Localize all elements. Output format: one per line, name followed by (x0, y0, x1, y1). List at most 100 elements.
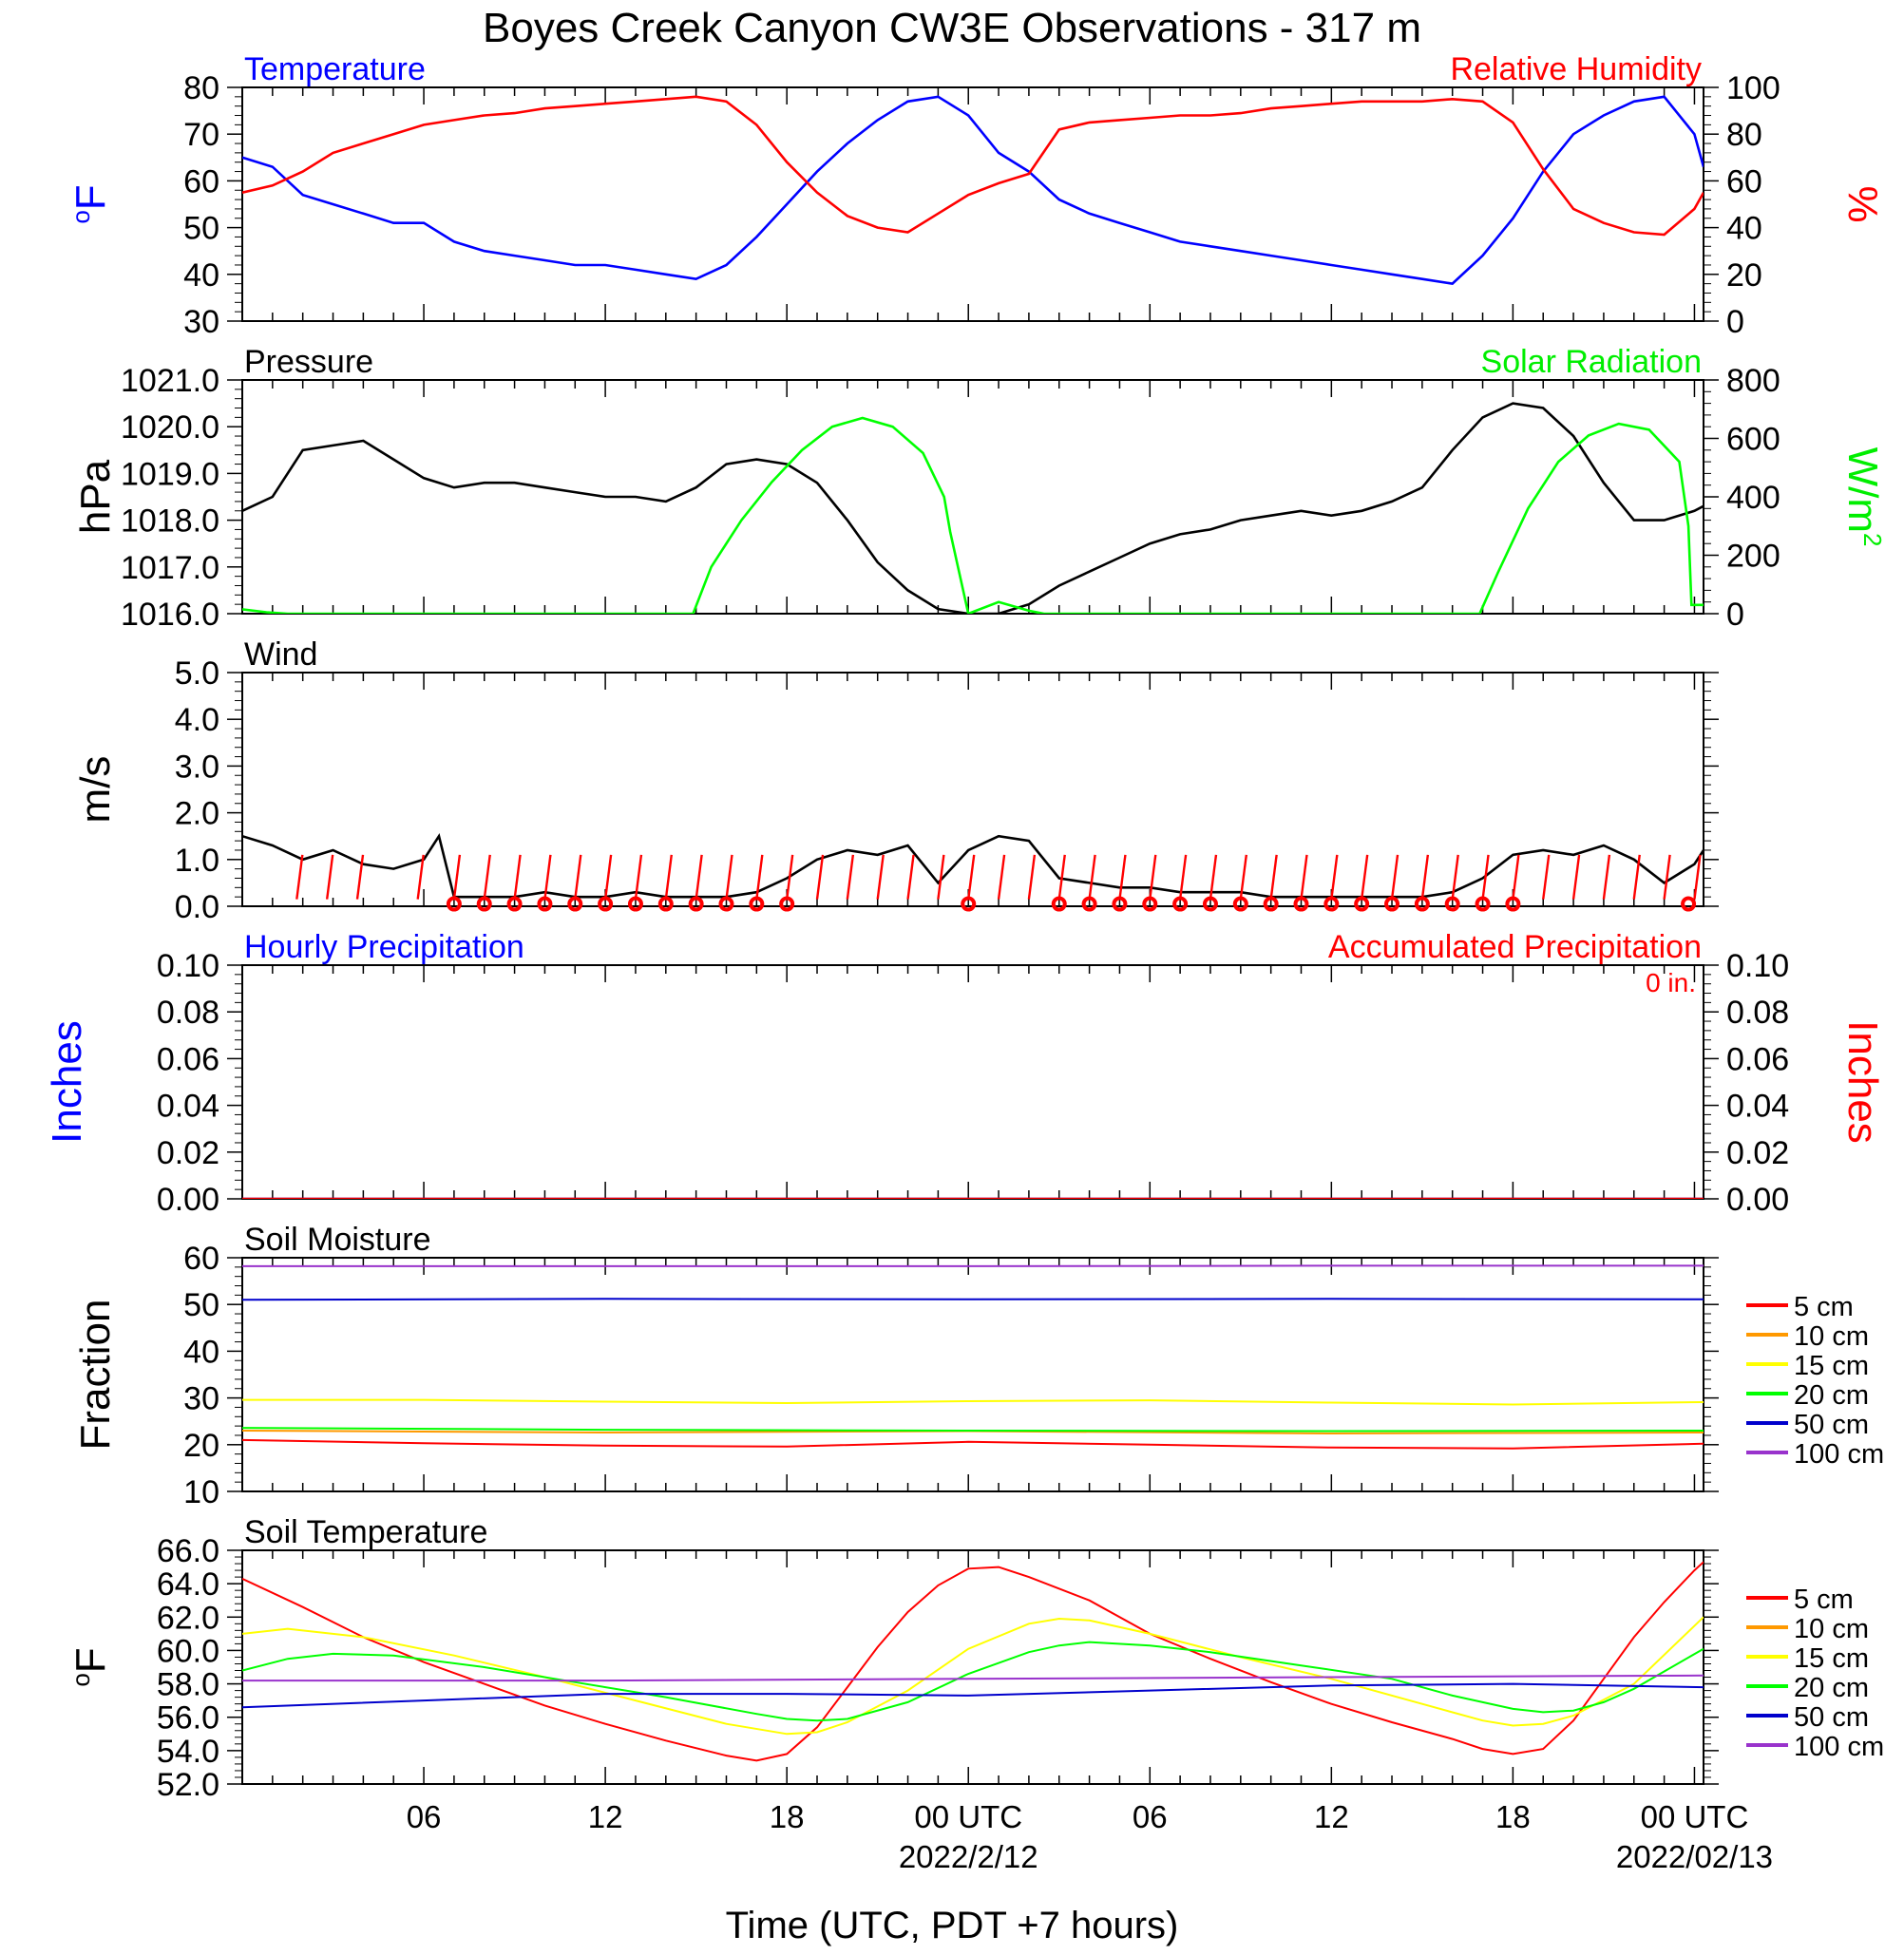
calm-wind-marker (1081, 896, 1097, 912)
y-tick-label: 50 (183, 211, 219, 247)
y-tick-label: 0.08 (157, 995, 219, 1031)
wind-barb (1360, 854, 1369, 900)
y-right-tick-label: 0.06 (1726, 1041, 1789, 1077)
y-tick-label: 1016.0 (121, 597, 219, 633)
wind-barb (1088, 854, 1096, 900)
y-tick-label: 56.0 (157, 1700, 219, 1737)
y-tick-label: 1.0 (175, 843, 219, 879)
unit: F (67, 184, 114, 210)
calm-wind-marker (1202, 896, 1218, 912)
series-20-cm (242, 1427, 1704, 1433)
wind-barb (906, 854, 915, 900)
y-tick-label: 10 (183, 1474, 219, 1510)
y-tick-label: 0.06 (157, 1041, 219, 1077)
plot-frame (241, 379, 1704, 615)
y-right-tick-label: 400 (1726, 480, 1780, 516)
y-axis-label: m/s (72, 756, 119, 824)
calm-wind-marker (718, 896, 734, 912)
panel-title-right: Relative Humidity (1450, 51, 1702, 87)
y-tick-label: 0.0 (175, 889, 219, 925)
series-50-cm (242, 1682, 1704, 1709)
legend-label: 10 cm (1794, 1614, 1869, 1644)
y-tick-label: 0.04 (157, 1089, 219, 1125)
x-tick-label: 12 (1314, 1799, 1349, 1834)
series-100-cm (242, 1264, 1704, 1267)
y-tick-label: 58.0 (157, 1667, 219, 1703)
calm-wind-marker (1505, 896, 1521, 912)
calm-wind-marker (1384, 896, 1400, 912)
legend-label: 15 cm (1794, 1351, 1869, 1381)
y-right-tick-label: 20 (1726, 257, 1762, 294)
wind-barb (1512, 854, 1520, 900)
series-temperature (242, 95, 1704, 285)
y-tick-label: 2.0 (175, 796, 219, 832)
wind-barb (1209, 854, 1218, 900)
y-right-tick-label: 60 (1726, 163, 1762, 199)
y-tick-label: 1019.0 (121, 456, 219, 492)
wind-barb (937, 854, 945, 900)
series-15-cm (242, 1398, 1704, 1406)
calm-wind-marker (1172, 896, 1189, 912)
x-axis-label: Time (UTC, PDT +7 hours) (726, 1905, 1179, 1946)
wind-barb (295, 854, 304, 900)
legend-label: 100 cm (1794, 1439, 1884, 1470)
y-tick-label: 64.0 (157, 1566, 219, 1603)
wind-barb (695, 854, 703, 900)
wind-barb (325, 854, 334, 900)
y-right-tick-label: 0.04 (1726, 1089, 1789, 1125)
wind-barb (1390, 854, 1399, 900)
y-right-axis-label: W/m2 (1839, 447, 1887, 547)
calm-wind-marker (688, 896, 704, 912)
calm-wind-marker (1323, 896, 1340, 912)
calm-wind-marker (1293, 896, 1309, 912)
wind-barb (355, 854, 365, 900)
degree-sup: o (67, 210, 95, 223)
y-axis-label: oF (67, 184, 114, 223)
wind-barb (483, 854, 491, 900)
y-tick-label: 60 (183, 1241, 219, 1277)
plot-frame (241, 1257, 1704, 1492)
series-pressure (242, 402, 1704, 614)
y-tick-label: 66.0 (157, 1533, 219, 1569)
y-tick-label: 1020.0 (121, 409, 219, 446)
wind-barb (513, 854, 522, 900)
y-axis-label: oF (67, 1647, 114, 1686)
y-tick-label: 50 (183, 1287, 219, 1323)
y-tick-label: 1021.0 (121, 363, 219, 399)
panel-soil_temp: 52.054.056.058.060.062.064.066.0 Soil Tem… (67, 1514, 1884, 1803)
wind-barb (967, 854, 976, 900)
wind-barb (755, 854, 764, 900)
legend-label: 15 cm (1794, 1643, 1869, 1674)
calm-wind-marker (1051, 896, 1067, 912)
panel-title-left: Pressure (244, 344, 373, 380)
wind-barb (1481, 854, 1490, 900)
calm-wind-marker (1112, 896, 1128, 912)
y-tick-label: 0.02 (157, 1135, 219, 1171)
y-axis-label: hPa (72, 459, 119, 534)
x-date-label: 2022/02/13 (1616, 1839, 1773, 1874)
x-tick-label: 12 (588, 1799, 623, 1834)
wind-barb (1118, 854, 1127, 900)
calm-wind-marker (961, 896, 977, 912)
x-date-label: 2022/2/12 (899, 1839, 1038, 1874)
y-right-tick-label: 800 (1726, 363, 1780, 399)
wind-barb (1149, 854, 1157, 900)
wind-barb (1542, 854, 1551, 900)
wind-barb (846, 854, 855, 900)
series-20-cm (242, 1641, 1704, 1722)
calm-wind-marker (446, 896, 462, 912)
calm-wind-marker (476, 896, 492, 912)
calm-wind-marker (567, 896, 583, 912)
figure-title: Boyes Creek Canyon CW3E Observations - 3… (483, 5, 1421, 51)
wind-barb (1451, 854, 1459, 900)
wind-barb (1632, 854, 1641, 900)
y-tick-label: 70 (183, 117, 219, 153)
wind-barb (1330, 854, 1339, 900)
legend-label: 10 cm (1794, 1321, 1869, 1352)
panel-title-right: Accumulated Precipitation (1328, 929, 1702, 965)
wind-barb (1571, 854, 1581, 900)
x-tick-label: 00 UTC (914, 1799, 1022, 1834)
wind-barb (1300, 854, 1308, 900)
wind-barb (1269, 854, 1278, 900)
